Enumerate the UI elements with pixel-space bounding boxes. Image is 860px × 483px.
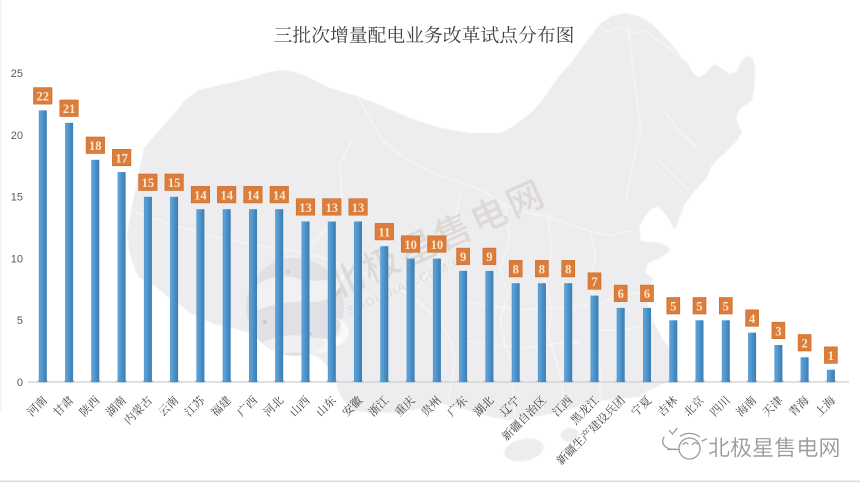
svg-text:14: 14 — [220, 189, 233, 203]
svg-text:5: 5 — [17, 315, 23, 327]
svg-text:13: 13 — [326, 201, 339, 215]
svg-text:1: 1 — [828, 349, 834, 363]
svg-text:2: 2 — [801, 337, 807, 351]
svg-text:13: 13 — [299, 201, 312, 215]
svg-text:8: 8 — [539, 263, 545, 277]
svg-text:5: 5 — [723, 300, 729, 314]
svg-text:20: 20 — [11, 130, 23, 142]
svg-text:7: 7 — [591, 275, 597, 289]
svg-text:3: 3 — [775, 324, 781, 338]
svg-text:14: 14 — [273, 189, 286, 203]
svg-text:10: 10 — [11, 253, 23, 265]
svg-text:18: 18 — [89, 139, 102, 153]
svg-text:22: 22 — [37, 90, 50, 104]
svg-text:25: 25 — [11, 68, 23, 80]
svg-text:15: 15 — [168, 176, 181, 190]
svg-text:6: 6 — [618, 287, 624, 301]
svg-text:9: 9 — [460, 250, 466, 264]
svg-text:5: 5 — [696, 300, 702, 314]
svg-text:8: 8 — [565, 263, 571, 277]
svg-text:13: 13 — [352, 201, 365, 215]
svg-text:6: 6 — [644, 287, 650, 301]
svg-text:9: 9 — [486, 250, 492, 264]
svg-text:14: 14 — [247, 189, 260, 203]
svg-text:8: 8 — [513, 263, 519, 277]
svg-text:11: 11 — [378, 226, 390, 240]
svg-text:21: 21 — [63, 102, 76, 116]
svg-text:4: 4 — [749, 312, 756, 326]
svg-text:15: 15 — [11, 192, 23, 204]
svg-text:0: 0 — [17, 377, 23, 389]
svg-text:17: 17 — [115, 151, 128, 165]
svg-text:10: 10 — [404, 238, 417, 252]
svg-text:15: 15 — [142, 176, 155, 190]
svg-text:14: 14 — [194, 189, 207, 203]
svg-text:10: 10 — [431, 238, 444, 252]
svg-text:5: 5 — [670, 300, 676, 314]
